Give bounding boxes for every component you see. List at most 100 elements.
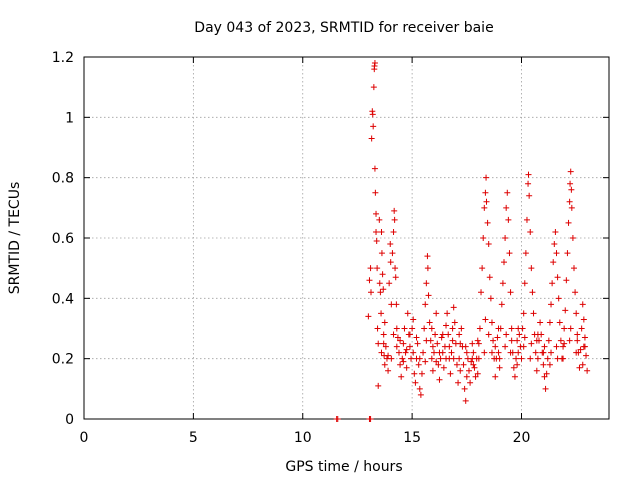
data-point xyxy=(545,337,552,344)
data-point xyxy=(436,349,443,356)
data-point xyxy=(514,337,521,344)
data-point xyxy=(382,343,389,350)
data-point xyxy=(471,364,478,371)
data-point xyxy=(400,358,407,365)
data-point xyxy=(543,370,550,377)
data-point xyxy=(474,337,481,344)
data-point xyxy=(416,385,423,392)
data-point xyxy=(370,123,377,130)
data-point xyxy=(421,325,428,332)
data-point xyxy=(527,355,534,362)
data-point xyxy=(334,416,341,422)
data-point xyxy=(443,322,450,329)
data-point xyxy=(406,331,413,338)
data-point xyxy=(478,289,485,296)
data-point xyxy=(580,316,587,323)
data-point xyxy=(529,289,536,296)
data-point xyxy=(483,198,490,205)
data-point xyxy=(402,349,409,356)
data-point xyxy=(373,210,380,217)
data-point xyxy=(422,301,429,308)
data-point xyxy=(379,271,386,278)
data-point xyxy=(380,331,387,338)
x-tick-label: 20 xyxy=(513,430,531,446)
data-point xyxy=(564,250,571,257)
data-point xyxy=(449,325,456,332)
data-point xyxy=(516,331,523,338)
data-point xyxy=(569,235,576,241)
data-point xyxy=(469,340,476,347)
data-point xyxy=(381,319,388,326)
data-point xyxy=(481,204,488,211)
data-point xyxy=(474,370,481,377)
data-point xyxy=(466,367,472,374)
data-point xyxy=(366,277,373,284)
data-point xyxy=(525,180,532,187)
data-point xyxy=(462,397,469,404)
y-tick-label: 0 xyxy=(65,412,74,428)
data-point xyxy=(428,355,435,362)
data-point xyxy=(480,235,487,241)
data-point xyxy=(439,331,446,338)
data-point xyxy=(540,361,547,368)
data-point xyxy=(436,376,443,383)
data-point xyxy=(571,265,577,272)
data-point xyxy=(523,216,530,223)
data-point xyxy=(460,361,467,368)
data-point xyxy=(533,367,540,374)
data-point xyxy=(368,289,374,296)
data-point xyxy=(371,60,378,67)
data-point xyxy=(503,331,510,338)
data-point xyxy=(553,343,560,350)
data-point xyxy=(410,349,417,356)
data-point xyxy=(549,280,556,287)
data-point xyxy=(572,289,579,296)
data-point xyxy=(410,316,417,323)
data-point xyxy=(560,355,567,362)
data-point xyxy=(390,331,397,338)
data-point xyxy=(428,325,435,332)
data-point xyxy=(426,319,433,326)
data-point xyxy=(378,250,385,257)
data-point xyxy=(561,340,568,347)
data-point xyxy=(507,349,514,356)
data-point xyxy=(573,310,580,317)
data-point xyxy=(434,340,441,347)
data-point xyxy=(566,337,573,344)
data-point xyxy=(378,349,385,356)
data-point xyxy=(505,216,512,223)
data-point xyxy=(541,373,548,380)
data-point xyxy=(499,280,506,287)
data-point xyxy=(392,265,399,272)
y-axis-label: SRMTID / TECUs xyxy=(7,182,23,295)
data-point xyxy=(482,316,489,323)
data-point xyxy=(438,334,445,341)
data-point xyxy=(404,310,411,317)
data-point xyxy=(562,307,569,314)
data-point xyxy=(403,346,410,353)
y-tick-label: 0.8 xyxy=(52,171,74,187)
data-point xyxy=(417,391,424,398)
data-point xyxy=(398,373,405,380)
data-point xyxy=(488,319,495,326)
data-point xyxy=(537,319,544,326)
data-point xyxy=(501,259,507,266)
data-point xyxy=(451,319,458,326)
data-point xyxy=(525,171,532,178)
data-point xyxy=(463,349,470,356)
data-point xyxy=(503,204,510,211)
data-point xyxy=(573,349,580,356)
data-point xyxy=(397,361,404,368)
data-point xyxy=(579,301,586,308)
data-point xyxy=(568,186,575,193)
data-point xyxy=(381,361,388,368)
data-point xyxy=(583,352,590,359)
y-tick-label: 0.4 xyxy=(52,291,74,307)
data-point xyxy=(440,364,447,371)
data-point xyxy=(420,349,427,356)
data-point xyxy=(380,286,387,293)
data-point xyxy=(515,349,522,356)
data-point xyxy=(513,355,520,362)
data-point xyxy=(423,337,430,344)
